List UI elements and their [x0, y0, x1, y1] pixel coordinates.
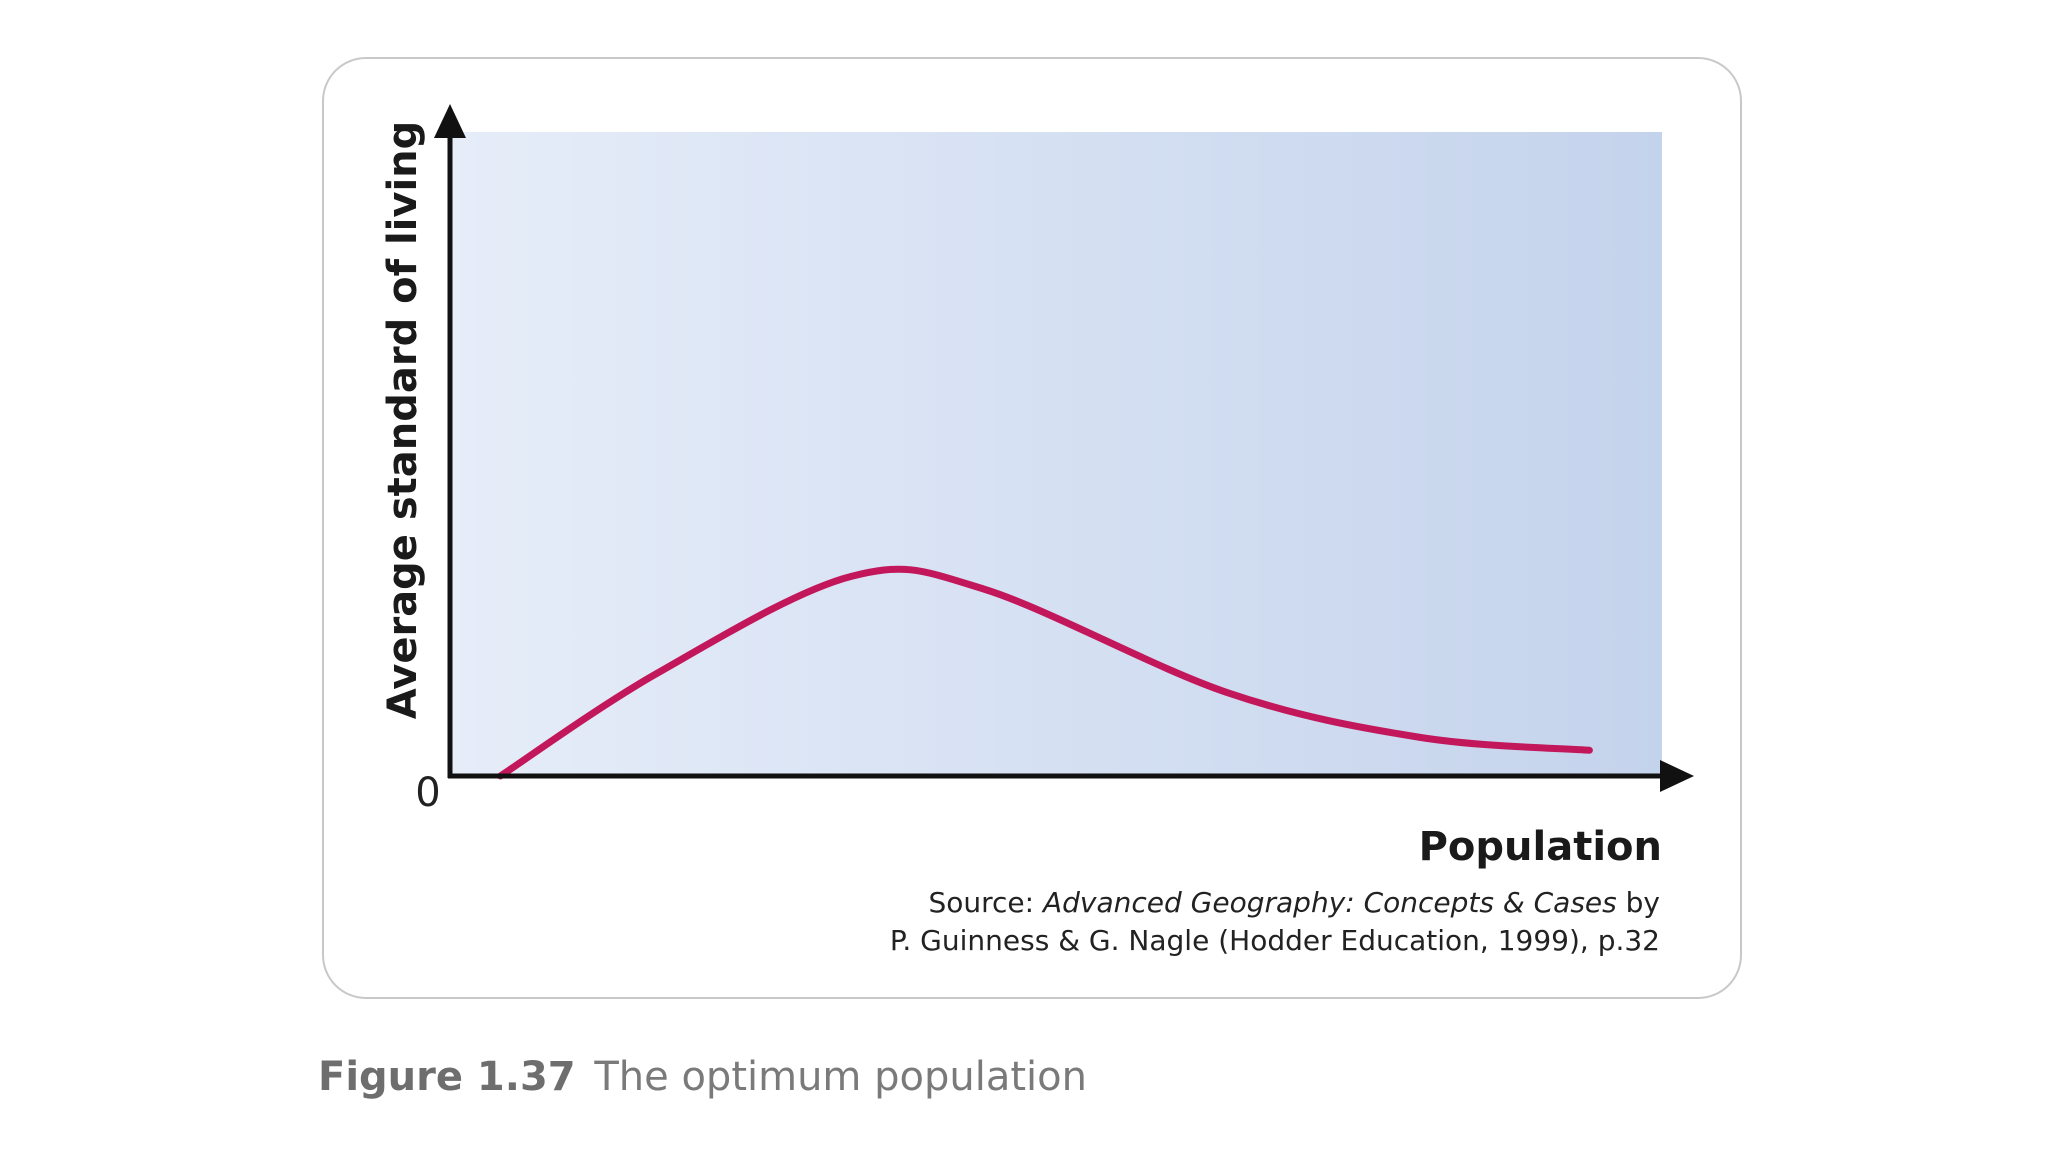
series-line-0 — [496, 565, 1593, 780]
figure-caption-text: The optimum population — [594, 1054, 1087, 1100]
source-prefix: Source: — [928, 886, 1043, 919]
y-axis-arrow-icon — [434, 104, 466, 138]
x-axis-arrow-icon — [1660, 760, 1694, 792]
source-note: Source: Advanced Geography: Concepts & C… — [890, 884, 1660, 960]
series-layer — [496, 565, 1593, 780]
plot-area — [452, 132, 1662, 776]
origin-label: 0 — [415, 770, 440, 816]
source-line-1: Source: Advanced Geography: Concepts & C… — [890, 884, 1660, 922]
y-axis-label: Average standard of living — [380, 121, 426, 720]
source-book-title: Advanced Geography: Concepts & Cases — [1042, 886, 1617, 919]
source-suffix: by — [1616, 886, 1660, 919]
figure-caption: Figure 1.37 The optimum population — [318, 1054, 1087, 1100]
x-axis-label: Population — [1419, 824, 1662, 870]
figure-number: Figure 1.37 — [318, 1054, 576, 1100]
source-line-2: P. Guinness & G. Nagle (Hodder Education… — [889, 924, 1660, 957]
